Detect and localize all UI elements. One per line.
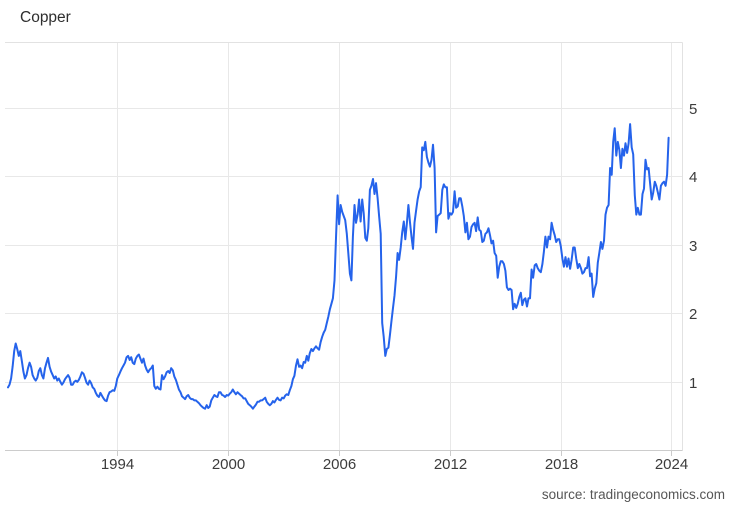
y-tick-label: 5	[689, 101, 697, 118]
y-tick-label: 2	[689, 306, 697, 323]
y-tick-label: 4	[689, 169, 697, 186]
x-tick-label: 2006	[323, 456, 356, 473]
x-tick-label: 2024	[655, 456, 688, 473]
copper-price-line-chart: 1 2 3 4 5 1994 2000 2006 2012 2018 2024	[5, 42, 697, 473]
x-tick-label: 2012	[434, 456, 467, 473]
y-tick-label: 1	[689, 375, 697, 392]
chart-title: Copper	[20, 9, 71, 26]
y-tick-label: 3	[689, 238, 697, 255]
source-credit: source: tradingeconomics.com	[541, 487, 725, 502]
x-tick-label: 1994	[101, 456, 134, 473]
price-line	[7, 123, 670, 410]
plot-area[interactable]	[5, 43, 683, 451]
x-tick-label: 2000	[212, 456, 245, 473]
x-tick-label: 2018	[545, 456, 578, 473]
